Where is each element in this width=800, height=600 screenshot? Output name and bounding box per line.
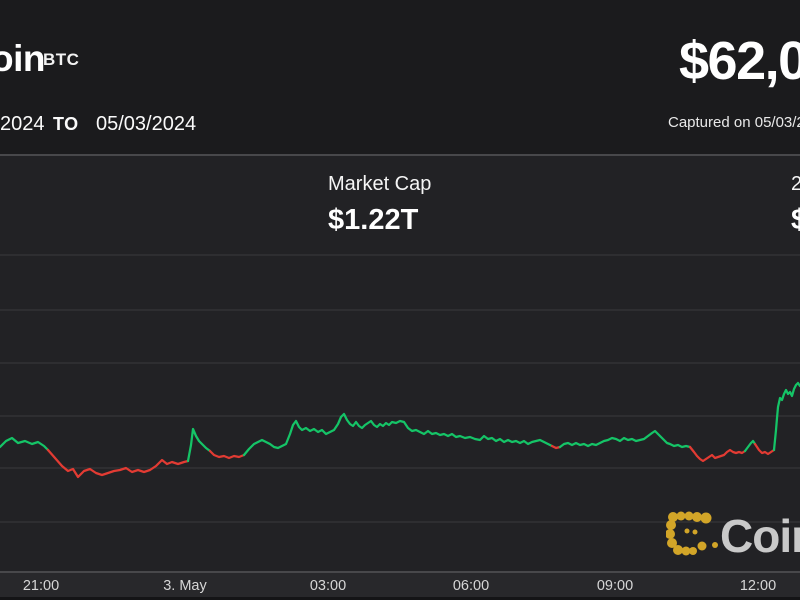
bottom-strip [0, 597, 800, 600]
date-range-selector[interactable]: 2024 TO 05/03/2024 [0, 113, 800, 135]
current-price: $62,0 [679, 31, 800, 91]
header-divider [0, 154, 800, 156]
market-cap-value: $1.22T [328, 204, 419, 236]
right-stat-value-clipped: $ [791, 204, 800, 236]
right-stat-label-clipped: 2 [791, 173, 800, 195]
x-axis-label: 21:00 [22, 578, 60, 594]
date-range-separator: TO [53, 114, 79, 134]
x-axis-label: 03:00 [309, 578, 347, 594]
x-axis-label: 12:00 [739, 578, 777, 594]
coindesk-watermark-text: Coin [720, 510, 800, 562]
asset-symbol-badge: BTC [43, 50, 80, 69]
asset-title: oin [0, 38, 45, 79]
x-axis-band: 21:00 3. May 03:00 06:00 09:00 12:00 [0, 573, 800, 597]
x-axis-label: 06:00 [452, 578, 490, 594]
date-range-start[interactable]: 2024 [0, 113, 45, 135]
axis-divider [0, 571, 800, 573]
x-axis-label: 09:00 [596, 578, 634, 594]
header: oin BTC $62,0 2024 TO 05/03/2024 Capture… [0, 0, 800, 154]
date-range-end[interactable]: 05/03/2024 [96, 113, 197, 135]
x-axis-label: 3. May [163, 578, 207, 594]
market-cap-label: Market Cap [328, 173, 432, 195]
coindesk-logo-icon [665, 511, 718, 556]
captured-on-timestamp: Captured on 05/03/2 [668, 114, 800, 131]
coindesk-watermark: Coin [665, 508, 800, 562]
